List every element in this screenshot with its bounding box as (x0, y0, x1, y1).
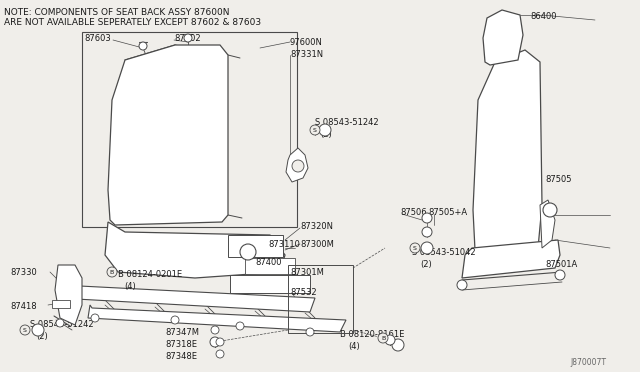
Text: 87320N: 87320N (300, 222, 333, 231)
Text: 87301M: 87301M (290, 268, 324, 277)
Text: S 08543-51242: S 08543-51242 (315, 118, 379, 127)
Text: S 08543-51042: S 08543-51042 (412, 248, 476, 257)
Circle shape (216, 350, 224, 358)
Circle shape (457, 280, 467, 290)
Bar (228, 235, 283, 257)
Text: 87603: 87603 (84, 34, 111, 43)
Polygon shape (462, 240, 560, 278)
Text: B: B (381, 336, 385, 340)
Text: 87300M: 87300M (300, 240, 334, 249)
Circle shape (32, 324, 44, 336)
Circle shape (210, 337, 220, 347)
Circle shape (292, 160, 304, 172)
Circle shape (236, 322, 244, 330)
Bar (288, 265, 353, 333)
Text: 87347M: 87347M (165, 328, 199, 337)
Bar (52, 300, 70, 308)
Circle shape (211, 326, 219, 334)
Circle shape (306, 328, 314, 336)
Circle shape (378, 333, 388, 343)
Circle shape (310, 125, 320, 135)
Text: (4): (4) (124, 282, 136, 291)
Circle shape (319, 124, 331, 136)
Text: 87348E: 87348E (165, 352, 197, 361)
Text: S 08543-51242: S 08543-51242 (30, 320, 93, 329)
Text: (4): (4) (348, 342, 360, 351)
Text: 87532: 87532 (290, 288, 317, 297)
Circle shape (216, 338, 224, 346)
Polygon shape (473, 50, 542, 255)
Circle shape (410, 243, 420, 253)
Circle shape (184, 34, 192, 42)
Bar (82, 32, 297, 227)
Text: S: S (313, 128, 317, 132)
Circle shape (385, 335, 395, 345)
Circle shape (543, 203, 557, 217)
Text: 86400: 86400 (530, 12, 557, 21)
Circle shape (56, 319, 64, 327)
Text: 87505: 87505 (545, 175, 572, 184)
Text: B 08124-0201E: B 08124-0201E (118, 270, 182, 279)
Text: 87505+A: 87505+A (428, 208, 467, 217)
Text: (2): (2) (320, 130, 332, 139)
Text: B 08120-8161E: B 08120-8161E (340, 330, 404, 339)
Circle shape (139, 42, 147, 50)
Text: 87506: 87506 (400, 208, 427, 217)
Text: 87318E: 87318E (165, 340, 197, 349)
Text: 87331N: 87331N (290, 50, 323, 59)
Circle shape (421, 242, 433, 254)
Text: (2): (2) (36, 332, 48, 341)
Circle shape (240, 244, 256, 260)
Text: 87418: 87418 (10, 302, 36, 311)
Circle shape (422, 227, 432, 237)
Text: NOTE: COMPONENTS OF SEAT BACK ASSY 87600N: NOTE: COMPONENTS OF SEAT BACK ASSY 87600… (4, 8, 230, 17)
Polygon shape (483, 10, 523, 65)
Circle shape (107, 267, 117, 277)
Text: J870007T: J870007T (570, 358, 606, 367)
Polygon shape (286, 148, 308, 182)
Polygon shape (108, 45, 228, 225)
Text: 97600N: 97600N (290, 38, 323, 47)
Text: B: B (110, 269, 114, 275)
Circle shape (392, 339, 404, 351)
Circle shape (555, 270, 565, 280)
Text: 873110: 873110 (268, 240, 300, 249)
Text: 87330: 87330 (10, 268, 36, 277)
Circle shape (91, 314, 99, 322)
Text: 87602: 87602 (174, 34, 200, 43)
Text: ARE NOT AVAILABLE SEPERATELY EXCEPT 87602 & 87603: ARE NOT AVAILABLE SEPERATELY EXCEPT 8760… (4, 18, 261, 27)
Text: 87400: 87400 (255, 258, 282, 267)
Polygon shape (540, 200, 555, 248)
Bar (245, 258, 295, 274)
Circle shape (422, 213, 432, 223)
Text: S: S (23, 327, 27, 333)
Text: 87501A: 87501A (545, 260, 577, 269)
Bar (230, 275, 310, 293)
Circle shape (20, 325, 30, 335)
Polygon shape (105, 222, 285, 278)
Text: S: S (413, 246, 417, 250)
Polygon shape (88, 305, 346, 332)
Circle shape (171, 316, 179, 324)
Polygon shape (58, 285, 315, 312)
Polygon shape (55, 265, 82, 325)
Text: (2): (2) (420, 260, 432, 269)
